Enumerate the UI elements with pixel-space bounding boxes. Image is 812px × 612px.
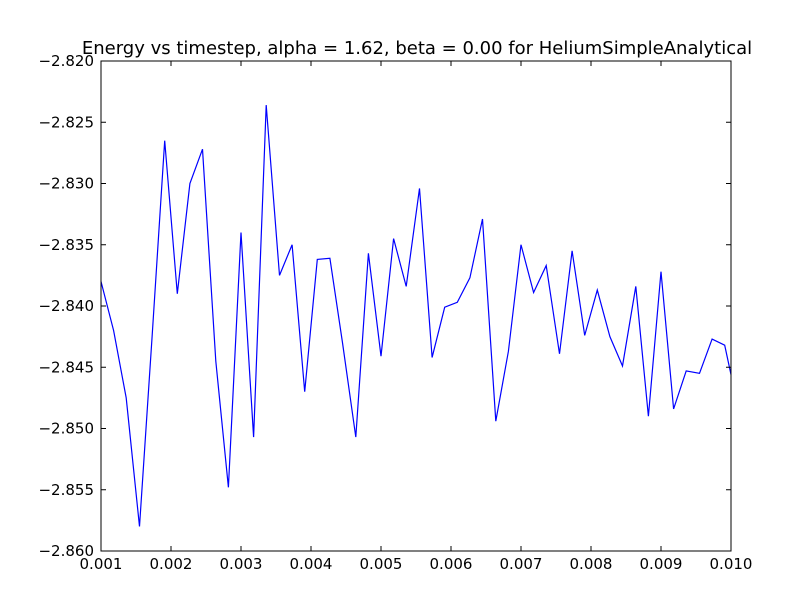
x-tick-label: 0.008 bbox=[570, 555, 613, 573]
x-tick-label: 0.001 bbox=[80, 555, 123, 573]
plot-area-frame bbox=[100, 60, 732, 552]
x-axis: 0.001 0.002 0.003 0.004 0.005 0.006 0.007 0.008… bbox=[80, 61, 753, 573]
y-tick-label: −2.855 bbox=[38, 481, 94, 499]
y-tick-label: −2.860 bbox=[38, 542, 94, 560]
y-tick-label: −2.845 bbox=[38, 358, 94, 376]
x-tick-label: 0.010 bbox=[710, 555, 753, 573]
x-tick-label: 0.003 bbox=[220, 555, 263, 573]
x-tick-label: 0.009 bbox=[640, 555, 683, 573]
y-tick-label: −2.850 bbox=[38, 420, 94, 438]
y-tick-label: −2.835 bbox=[38, 236, 94, 254]
x-tick-label: 0.006 bbox=[430, 555, 473, 573]
y-tick-label: −2.830 bbox=[38, 175, 94, 193]
x-tick-label: 0.005 bbox=[360, 555, 403, 573]
series-layer bbox=[100, 105, 732, 527]
y-axis: −2.820 −2.825 −2.830 −2.835 −2.840 −2.845 −2.8… bbox=[38, 52, 731, 560]
x-tick-label: 0.002 bbox=[150, 555, 193, 573]
chart-title: Energy vs timestep, alpha = 1.62, beta =… bbox=[82, 38, 752, 59]
y-tick-label: −2.820 bbox=[38, 52, 94, 70]
x-tick-label: 0.007 bbox=[500, 555, 543, 573]
y-tick-label: −2.840 bbox=[38, 297, 94, 315]
y-tick-label: −2.825 bbox=[38, 113, 94, 131]
x-tick-label: 0.004 bbox=[290, 555, 333, 573]
series-line bbox=[100, 105, 732, 527]
